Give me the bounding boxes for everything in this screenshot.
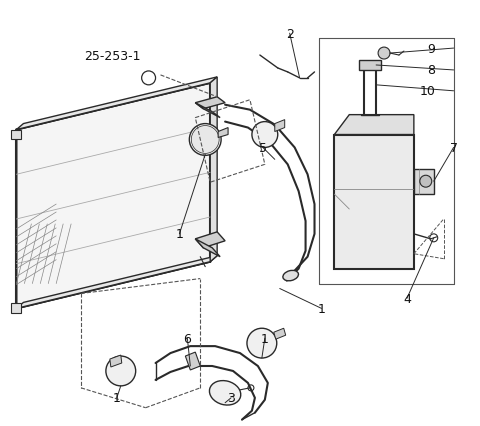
Circle shape (192, 126, 219, 154)
Polygon shape (195, 104, 220, 118)
Circle shape (106, 356, 136, 386)
Text: 2: 2 (286, 28, 294, 40)
Ellipse shape (209, 381, 241, 405)
Text: 8: 8 (427, 64, 435, 77)
Text: 6: 6 (183, 332, 192, 345)
Polygon shape (16, 78, 217, 130)
Polygon shape (210, 78, 217, 262)
Text: 3: 3 (227, 391, 235, 404)
Polygon shape (16, 83, 210, 309)
Polygon shape (185, 352, 200, 370)
Circle shape (378, 48, 390, 60)
Polygon shape (195, 232, 225, 248)
Text: 1: 1 (113, 391, 121, 404)
Text: 25-253-1: 25-253-1 (84, 49, 141, 62)
Polygon shape (275, 120, 285, 132)
Text: 5: 5 (259, 141, 267, 155)
Polygon shape (12, 304, 22, 314)
Ellipse shape (283, 271, 299, 281)
Polygon shape (274, 328, 286, 340)
Circle shape (252, 122, 278, 148)
Text: 1: 1 (176, 228, 183, 241)
Polygon shape (414, 170, 434, 195)
Polygon shape (359, 61, 381, 71)
Polygon shape (335, 135, 414, 269)
Text: 1: 1 (318, 302, 325, 315)
Polygon shape (218, 128, 228, 138)
Circle shape (247, 328, 277, 358)
Text: 10: 10 (420, 85, 436, 98)
Text: 1: 1 (261, 332, 269, 345)
Polygon shape (16, 256, 217, 309)
Polygon shape (12, 130, 22, 140)
Text: 9: 9 (427, 43, 435, 55)
Text: 7: 7 (450, 141, 457, 155)
Polygon shape (335, 115, 414, 135)
Text: 4: 4 (403, 292, 411, 305)
Circle shape (420, 176, 432, 188)
Polygon shape (195, 239, 220, 257)
Polygon shape (110, 355, 122, 367)
Polygon shape (195, 98, 225, 109)
Circle shape (189, 124, 221, 156)
